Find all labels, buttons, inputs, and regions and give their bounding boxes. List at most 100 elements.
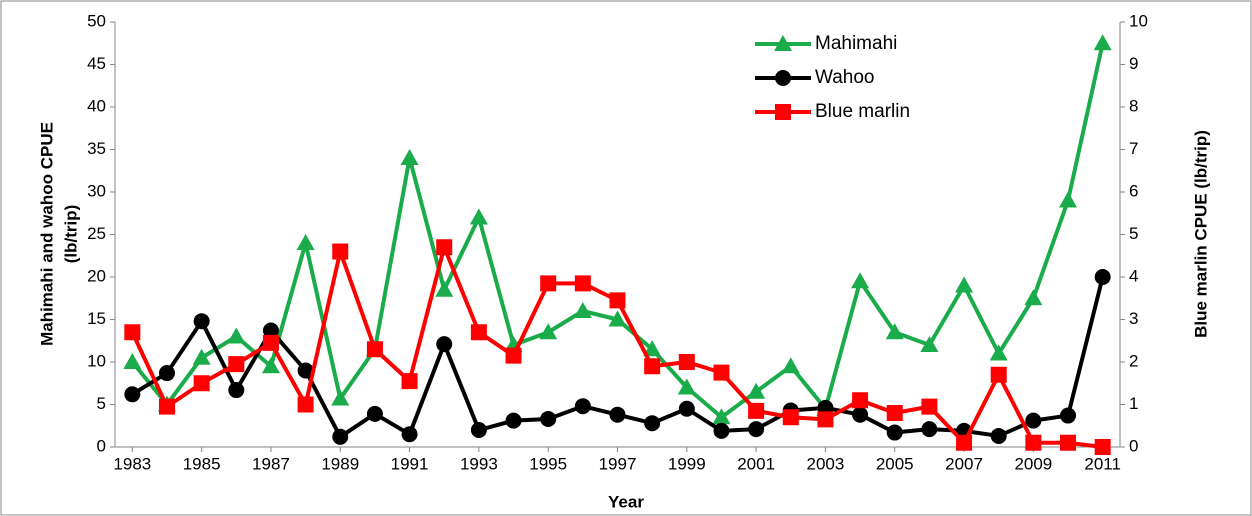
x-tick-label: 2005	[876, 454, 914, 473]
x-tick-label: 2003	[807, 454, 845, 473]
marker	[1025, 412, 1042, 429]
marker	[643, 340, 662, 357]
y2-tick-label: 0	[1129, 436, 1138, 455]
marker	[748, 421, 765, 438]
marker	[573, 302, 592, 318]
marker	[775, 70, 791, 86]
marker	[678, 354, 695, 370]
y2-tick-label: 3	[1129, 309, 1138, 328]
marker	[678, 400, 695, 417]
marker	[712, 408, 731, 425]
marker	[955, 276, 974, 293]
marker	[227, 327, 246, 344]
marker	[1060, 407, 1077, 424]
y-tick-label: 0	[97, 436, 106, 455]
x-tick-label: 1987	[252, 454, 290, 473]
y-axis-label: Mahimahi and wahoo CPUE	[37, 122, 56, 346]
legend-label: Wahoo	[815, 67, 875, 88]
marker	[1060, 434, 1077, 451]
marker	[297, 362, 314, 379]
marker	[332, 428, 349, 445]
marker	[436, 239, 453, 256]
marker	[366, 341, 383, 358]
marker	[775, 104, 791, 120]
marker	[435, 280, 454, 297]
marker	[608, 310, 627, 327]
marker	[332, 243, 349, 260]
marker	[261, 357, 280, 374]
marker	[1094, 439, 1111, 455]
marker	[644, 415, 661, 432]
x-tick-label: 1999	[668, 454, 706, 473]
marker	[747, 382, 766, 399]
marker	[539, 323, 558, 340]
y-tick-label: 5	[97, 394, 106, 413]
x-tick-label: 2011	[1084, 454, 1121, 473]
marker	[781, 357, 800, 374]
marker	[885, 323, 904, 340]
marker	[1093, 34, 1112, 51]
marker	[817, 411, 834, 428]
marker	[331, 389, 350, 406]
y-tick-label: 10	[87, 351, 106, 370]
marker	[748, 402, 765, 419]
marker	[123, 353, 142, 369]
marker	[1024, 289, 1043, 306]
marker	[1059, 191, 1078, 208]
marker	[262, 334, 279, 351]
marker	[296, 234, 315, 250]
marker	[644, 358, 661, 375]
y2-tick-label: 1	[1129, 394, 1138, 413]
marker	[193, 375, 210, 392]
y2-axis-label: Blue marlin CPUE (lb/trip)	[1191, 130, 1210, 338]
legend-label: Blue marlin	[815, 101, 910, 122]
legend-label: Mahimahi	[815, 33, 897, 54]
marker	[852, 392, 869, 409]
marker	[193, 313, 210, 330]
marker	[192, 348, 211, 365]
y2-tick-label: 2	[1129, 351, 1138, 370]
y-tick-label: 15	[87, 309, 106, 328]
marker	[401, 426, 418, 443]
x-axis-label: Year	[608, 492, 644, 511]
marker	[886, 424, 903, 441]
marker	[852, 406, 869, 423]
marker	[713, 364, 730, 381]
y2-tick-label: 5	[1129, 224, 1138, 243]
y2-tick-label: 4	[1129, 266, 1138, 285]
x-tick-label: 1985	[183, 454, 221, 473]
marker	[920, 336, 939, 352]
x-tick-label: 1989	[321, 454, 359, 473]
marker	[540, 410, 557, 427]
x-tick-label: 2009	[1014, 454, 1052, 473]
x-tick-label: 2007	[945, 454, 983, 473]
marker	[505, 412, 522, 429]
marker	[574, 398, 591, 415]
marker	[158, 365, 175, 382]
x-tick-label: 1995	[529, 454, 567, 473]
y2-tick-label: 6	[1129, 181, 1138, 200]
x-tick-label: 2001	[737, 454, 775, 473]
y-tick-label: 25	[87, 224, 106, 243]
y-tick-label: 30	[87, 181, 106, 200]
marker	[158, 398, 175, 415]
y-tick-label: 40	[87, 96, 106, 115]
marker	[1094, 269, 1111, 285]
marker	[366, 405, 383, 422]
marker	[921, 398, 938, 415]
y-tick-label: 35	[87, 139, 106, 158]
y-axis-label: (lb/trip)	[61, 205, 80, 264]
marker	[921, 421, 938, 438]
marker	[609, 292, 626, 309]
marker	[262, 322, 279, 339]
marker	[990, 427, 1007, 444]
marker	[124, 386, 141, 403]
marker	[782, 409, 799, 426]
marker	[574, 275, 591, 292]
marker	[297, 396, 314, 413]
x-tick-label: 1991	[391, 454, 429, 473]
y-tick-label: 20	[87, 266, 106, 285]
marker	[1025, 434, 1042, 451]
marker	[505, 347, 522, 364]
